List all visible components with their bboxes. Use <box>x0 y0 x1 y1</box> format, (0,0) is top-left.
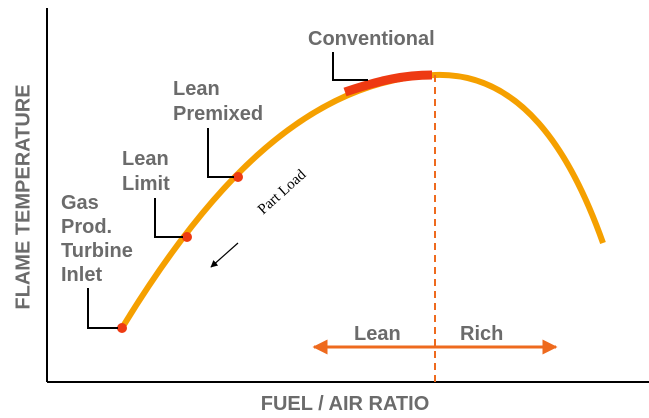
point <box>117 323 127 333</box>
leader <box>87 288 118 329</box>
leader <box>207 128 234 178</box>
x-axis-label: FUEL / AIR RATIO <box>261 393 430 415</box>
part-load-arrow <box>210 242 239 268</box>
region-label: Lean <box>354 323 401 345</box>
part-load-label: Part Load <box>255 166 310 218</box>
point <box>233 172 243 182</box>
point <box>182 232 192 242</box>
label: Premixed <box>173 103 263 125</box>
leader <box>154 198 183 238</box>
region-label: Rich <box>460 323 503 345</box>
label: Gas <box>61 192 99 214</box>
label: Lean <box>122 148 169 170</box>
label: Lean <box>173 78 220 100</box>
conventional-zone <box>343 70 433 97</box>
label: Limit <box>122 173 170 195</box>
y-axis-label: FLAME TEMPERATURE <box>12 84 34 309</box>
label: Conventional <box>308 28 435 50</box>
leader <box>332 52 368 81</box>
label: Inlet <box>61 264 102 286</box>
label: Turbine <box>61 240 133 262</box>
label: Prod. <box>61 216 112 238</box>
